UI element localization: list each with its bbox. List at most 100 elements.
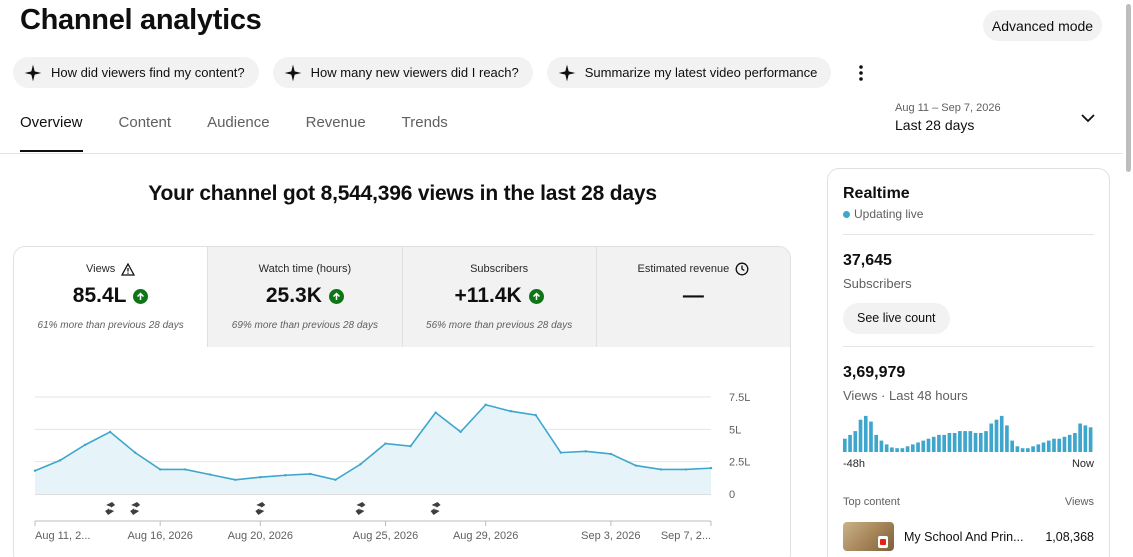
realtime-bar bbox=[931, 436, 936, 452]
realtime-bar bbox=[942, 434, 947, 452]
realtime-bar bbox=[874, 434, 879, 452]
chip-label: How did viewers find my content? bbox=[51, 65, 245, 80]
data-point bbox=[133, 451, 137, 454]
realtime-bar bbox=[1041, 442, 1046, 452]
realtime-bar bbox=[937, 434, 941, 452]
tab-bar: Overview Content Audience Revenue Trends bbox=[20, 114, 448, 152]
sparkle-icon bbox=[24, 64, 42, 81]
tab-revenue[interactable]: Revenue bbox=[305, 114, 366, 131]
data-point bbox=[209, 473, 212, 476]
metric-label: Views bbox=[86, 263, 116, 275]
realtime-bar bbox=[869, 421, 873, 452]
page-title: Channel analytics bbox=[20, 4, 262, 36]
metric-views[interactable]: Views 85.4L 61% more than previous 28 da… bbox=[14, 247, 208, 347]
tab-trends[interactable]: Trends bbox=[401, 114, 448, 131]
realtime-bar bbox=[905, 446, 910, 452]
series-line bbox=[34, 403, 712, 481]
suggestion-chip-summarize[interactable]: Summarize my latest video performance bbox=[546, 57, 832, 88]
data-point bbox=[609, 452, 613, 456]
realtime-bar bbox=[858, 419, 863, 452]
data-point bbox=[284, 474, 287, 477]
data-point bbox=[234, 478, 237, 481]
overview-chart-card: Views 85.4L 61% more than previous 28 da… bbox=[13, 246, 791, 557]
realtime-bar bbox=[952, 433, 957, 452]
tab-content[interactable]: Content bbox=[118, 114, 172, 131]
tab-overview[interactable]: Overview bbox=[20, 114, 83, 152]
x-tick-label: Sep 3, 2026 bbox=[581, 530, 640, 542]
x-tick-label: Sep 7, 2... bbox=[661, 530, 711, 542]
see-live-count-button[interactable]: See live count bbox=[843, 303, 950, 334]
realtime-bar bbox=[853, 431, 858, 452]
trend-up-icon bbox=[528, 288, 544, 304]
more-options-button[interactable] bbox=[849, 61, 873, 85]
metric-watch-time[interactable]: Watch time (hours) 25.3K 69% more than p… bbox=[207, 247, 402, 347]
metric-value: +11.4K bbox=[454, 284, 522, 307]
metric-note: 69% more than previous 28 days bbox=[231, 320, 378, 331]
advanced-mode-button[interactable]: Advanced mode bbox=[983, 10, 1102, 41]
x-tick-label: Aug 11, 2... bbox=[35, 530, 90, 542]
tab-audience[interactable]: Audience bbox=[207, 114, 270, 131]
realtime-bar bbox=[1088, 427, 1093, 452]
metric-note: 56% more than previous 28 days bbox=[426, 320, 573, 331]
realtime-bar bbox=[848, 434, 852, 452]
suggestion-chips: How did viewers find my content? How man… bbox=[13, 57, 873, 88]
metric-value: 25.3K bbox=[265, 284, 322, 307]
realtime-bar bbox=[973, 433, 978, 452]
metric-label: Watch time (hours) bbox=[258, 263, 352, 275]
metric-subscribers[interactable]: Subscribers +11.4K 56% more than previou… bbox=[401, 247, 596, 347]
trend-up-icon bbox=[328, 288, 344, 304]
metric-value: 85.4L bbox=[72, 284, 127, 307]
realtime-bar bbox=[1073, 433, 1077, 452]
data-point bbox=[634, 464, 638, 467]
divider bbox=[843, 234, 1094, 235]
sparkle-icon bbox=[558, 64, 576, 81]
metric-estimated-revenue[interactable]: Estimated revenue — bbox=[595, 247, 790, 347]
realtime-status-text: Updating live bbox=[854, 207, 924, 221]
suggestion-chip-new-viewers[interactable]: How many new viewers did I reach? bbox=[272, 57, 533, 88]
realtime-bar bbox=[984, 431, 988, 452]
realtime-bar-chart bbox=[843, 415, 1093, 452]
realtime-bar bbox=[1078, 423, 1082, 452]
realtime-bar bbox=[879, 440, 884, 452]
data-point bbox=[584, 450, 588, 453]
data-point bbox=[33, 469, 37, 472]
realtime-bar bbox=[963, 431, 967, 452]
suggestion-chip-discovery[interactable]: How did viewers find my content? bbox=[13, 57, 259, 88]
realtime-axis-start: -48h bbox=[843, 458, 866, 470]
x-tick-label: Aug 16, 2026 bbox=[127, 530, 192, 542]
realtime-bar bbox=[968, 431, 973, 452]
data-point bbox=[309, 472, 312, 476]
data-point bbox=[484, 403, 487, 406]
shorts-icon[interactable] bbox=[255, 502, 266, 515]
shorts-icon[interactable] bbox=[430, 502, 441, 515]
y-tick-label: 0 bbox=[729, 489, 735, 501]
shorts-icon[interactable] bbox=[105, 502, 116, 515]
realtime-bar bbox=[843, 438, 847, 452]
data-point bbox=[58, 459, 62, 462]
chip-label: How many new viewers did I reach? bbox=[310, 65, 519, 80]
realtime-bar bbox=[1020, 448, 1025, 452]
shorts-icon[interactable] bbox=[130, 502, 141, 515]
date-range-text: Aug 11 – Sep 7, 2026 bbox=[895, 102, 1001, 114]
scrollbar-thumb[interactable] bbox=[1126, 4, 1131, 172]
realtime-bar bbox=[994, 419, 999, 452]
date-range-label: Last 28 days bbox=[895, 117, 975, 133]
realtime-title: Realtime bbox=[843, 185, 910, 202]
metric-tabs: Views 85.4L 61% more than previous 28 da… bbox=[14, 247, 790, 347]
date-range-picker[interactable]: Aug 11 – Sep 7, 2026 Last 28 days bbox=[895, 102, 1101, 142]
data-point bbox=[434, 411, 437, 414]
realtime-bar bbox=[1026, 448, 1030, 452]
data-point bbox=[384, 442, 387, 445]
shorts-icon[interactable] bbox=[355, 502, 366, 515]
metric-note: 61% more than previous 28 days bbox=[37, 320, 184, 331]
realtime-bar bbox=[978, 433, 983, 452]
top-content-item[interactable]: My School And Prin... 1,08,368 bbox=[843, 522, 1094, 551]
realtime-bar bbox=[895, 448, 899, 452]
y-tick-label: 5L bbox=[729, 424, 741, 436]
realtime-bar bbox=[910, 444, 915, 452]
data-point bbox=[534, 413, 537, 417]
data-point bbox=[709, 466, 713, 470]
realtime-axis-end: Now bbox=[1071, 458, 1094, 470]
scrollbar-track[interactable] bbox=[1124, 0, 1133, 557]
realtime-bar bbox=[884, 444, 889, 452]
